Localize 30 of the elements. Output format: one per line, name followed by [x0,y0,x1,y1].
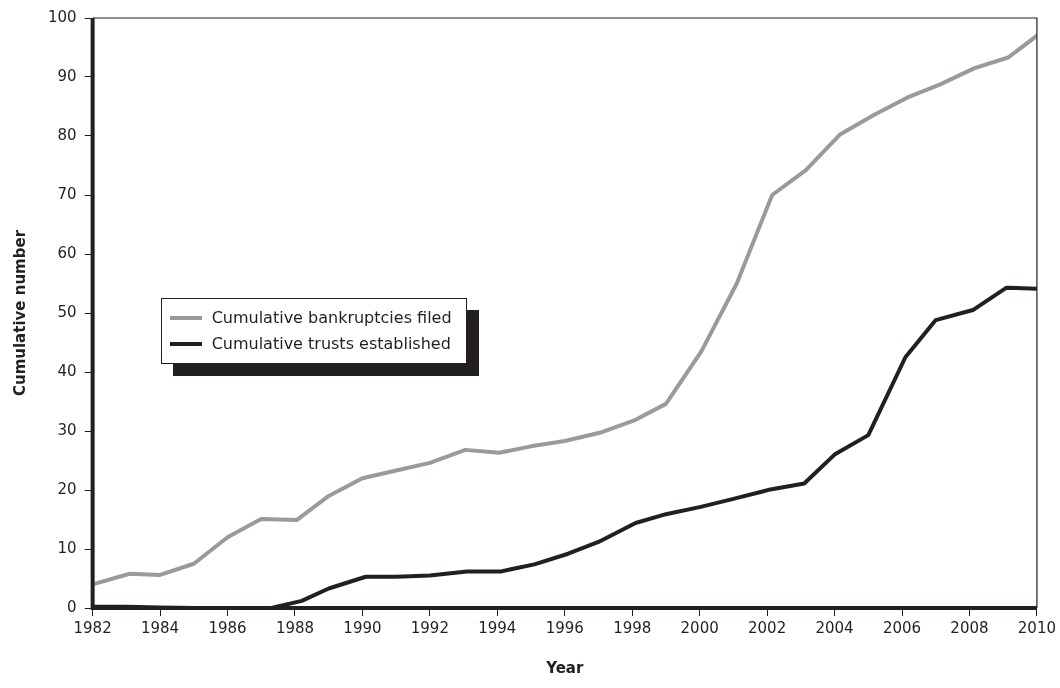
legend-label: Cumulative bankruptcies filed [211,308,452,328]
y-tick-label: 0 [67,597,77,616]
y-tick-label: 20 [57,479,77,498]
x-tick-label: 1996 [545,618,584,637]
x-tick-label: 1988 [275,618,315,637]
y-tick-label: 70 [57,184,77,203]
x-tick-label: 2002 [748,618,787,637]
y-tick-label: 10 [57,538,77,557]
x-tick-label: 1992 [410,618,449,637]
x-axis-title: Year [545,658,584,677]
x-tick-label: 1984 [140,618,180,637]
x-tick-label: 2008 [950,618,989,637]
y-tick-label: 50 [57,302,77,321]
legend-label: Cumulative trusts established [211,334,451,354]
x-tick-label: 2010 [1017,618,1057,637]
y-tick-label: 80 [57,125,77,144]
y-tick-label: 40 [57,361,77,380]
x-tick-label: 2006 [882,618,922,637]
x-tick-label: 2000 [680,618,719,637]
y-tick-label: 100 [47,7,77,26]
y-tick-label: 90 [57,66,77,85]
x-tick-label: 1990 [343,618,382,637]
x-tick-label: 1994 [478,618,517,637]
y-tick-label: 30 [57,420,77,439]
x-tick-label: 1982 [73,618,112,637]
x-tick-label: 2004 [815,618,854,637]
y-axis-title: Cumulative number [10,229,29,397]
y-tick-label: 60 [57,243,77,262]
x-tick-label: 1986 [208,618,247,637]
x-tick-label: 1998 [613,618,652,637]
